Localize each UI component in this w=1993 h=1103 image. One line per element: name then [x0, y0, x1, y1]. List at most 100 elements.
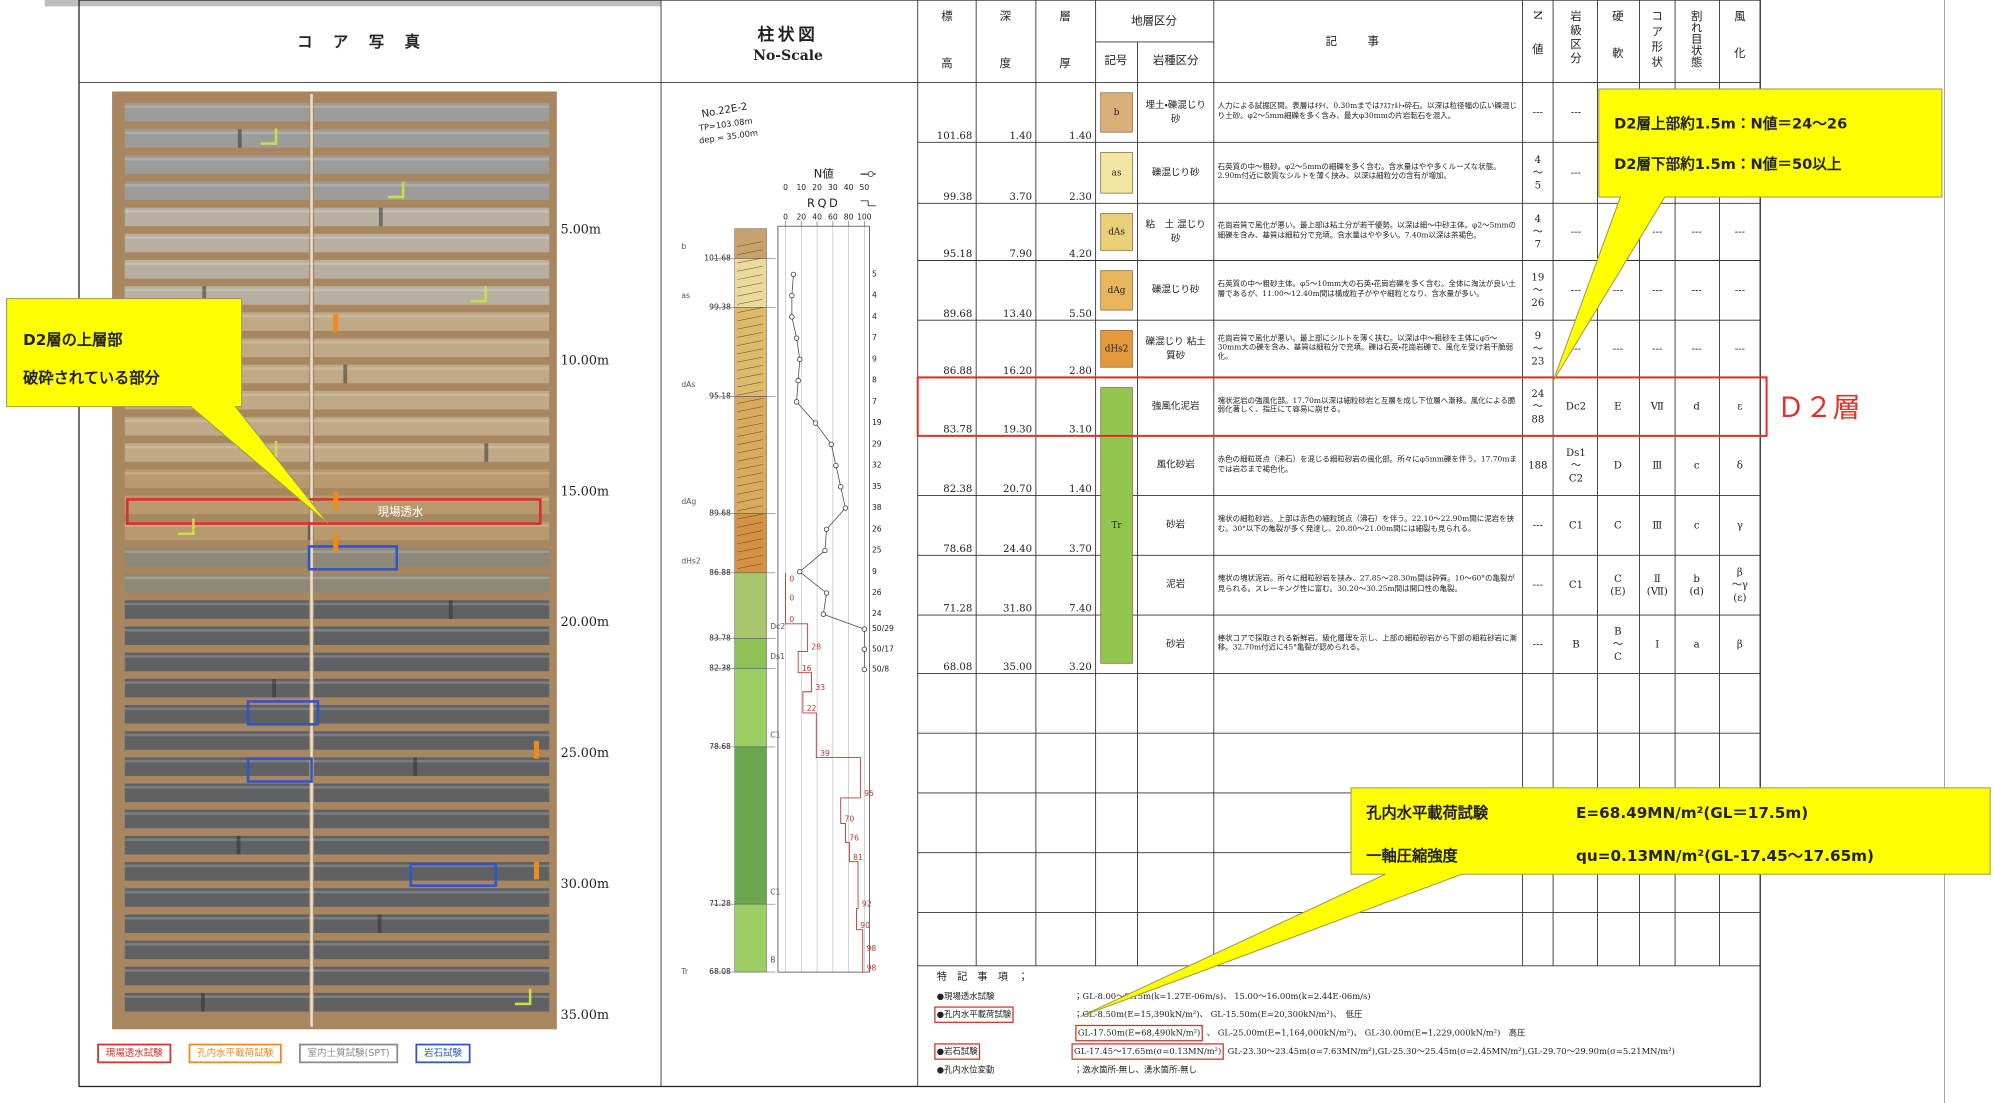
rqd-label: 0	[789, 615, 794, 624]
rqd-tick-label: 20	[796, 212, 806, 221]
n-tick-label: 0	[783, 183, 788, 192]
symbol-label: as	[1112, 168, 1122, 178]
cell-grade: Dc2	[1566, 402, 1586, 413]
n-value-point	[797, 569, 803, 575]
rock-type-box: 礫混じり 粘土質砂	[1145, 335, 1206, 361]
core-strip	[124, 705, 310, 724]
rock-type-box: 礫混じり砂	[1151, 166, 1200, 178]
log-hatch	[737, 563, 763, 569]
rqd-label: 39	[820, 749, 830, 758]
depth: 16.20	[1003, 366, 1032, 377]
core-strip	[314, 626, 550, 646]
thickness: 1.40	[1069, 131, 1092, 142]
n-axis-title: N値	[814, 167, 834, 181]
n-value-label: 25	[872, 546, 882, 555]
cell-shape: Ⅲ	[1652, 520, 1662, 531]
thickness: 5.50	[1069, 309, 1092, 320]
cell-n: ---	[1533, 107, 1543, 118]
column-header: 層厚	[1058, 10, 1072, 104]
core-strip	[314, 731, 550, 750]
test-box-blue	[409, 862, 498, 887]
log-hatch	[737, 340, 763, 346]
symbol-label: dAg	[1108, 286, 1126, 296]
core-strip	[124, 731, 310, 750]
log-code: dAg	[681, 497, 696, 506]
cell-n: 88	[1531, 414, 1544, 425]
log-layer	[734, 668, 767, 748]
n-tick-label: 30	[828, 183, 838, 192]
spt-mark	[260, 128, 278, 145]
column-header: コア形状	[1650, 10, 1664, 71]
rock-type: 礫混じり 粘土質砂	[1145, 335, 1206, 361]
rqd-label: 33	[815, 683, 825, 692]
core-shine	[124, 367, 550, 370]
cell-hardness: D	[1614, 461, 1622, 472]
core-shine	[124, 759, 550, 763]
core-strip	[124, 966, 310, 986]
n-value-label: 24	[872, 609, 882, 618]
log-hatch	[737, 513, 763, 520]
cell-grade: ---	[1571, 285, 1581, 296]
note-text: ；GL-8.50m(E=15,390kN/m²)、 GL-15.50m(E=20…	[1074, 1009, 1362, 1019]
legend-label: 岩石試験	[424, 1047, 463, 1059]
core-strip	[124, 992, 310, 1012]
cell-n: 9	[1535, 331, 1541, 342]
cell-weathering: ～γ	[1732, 580, 1748, 591]
core-strip	[314, 574, 550, 593]
core-shine	[124, 943, 550, 946]
rock-type-box: 強風化泥岩	[1152, 400, 1200, 411]
description-box: 塊状の細粒砂岩。上部は赤色の細粒斑点（沸石）を伴う。22.10～22.90m間に…	[1217, 516, 1515, 534]
rock-type: 礫混じり砂	[1151, 166, 1200, 178]
column-header: N値	[1531, 10, 1545, 77]
log-hatch	[737, 538, 763, 545]
log-hatch	[737, 422, 763, 429]
rock-type: 砂岩	[1166, 637, 1186, 650]
n-value-label: 8	[872, 376, 877, 385]
callout-text: E=68.49MN/m²(GL＝17.5m)	[1576, 804, 1808, 822]
elevation: 101.68	[937, 131, 973, 142]
log-hatch	[737, 439, 763, 446]
core-strip	[124, 207, 310, 227]
rock-type: 風化砂岩	[1156, 459, 1195, 471]
rqd-label: 81	[853, 853, 863, 862]
cell-grade: C2	[1569, 473, 1583, 484]
description: 塊状の細粒砂岩。上部は赤色の細粒斑点（沸石）を伴う。22.10～22.90m間に…	[1217, 516, 1515, 534]
log-code: B	[770, 956, 775, 965]
log-hatch	[737, 546, 763, 553]
core-strip	[124, 783, 310, 803]
column-title: 柱状図	[758, 24, 819, 44]
core-strip	[314, 155, 550, 174]
core-strip	[314, 259, 550, 279]
column-header: 風化	[1733, 10, 1747, 84]
rock-type-box: 泥岩	[1166, 579, 1185, 590]
core-strip	[314, 888, 550, 907]
log-hatch	[737, 290, 763, 297]
note-highlight	[934, 1006, 1014, 1023]
description-box: 花崗岩質で風化が悪い。最上部にシルトを薄く挟む。以深は中～粗砂を主体にφ5～30…	[1218, 335, 1513, 361]
thickness: 4.20	[1069, 249, 1092, 260]
core-strip	[314, 547, 550, 567]
callout-shape	[1080, 787, 1991, 1018]
column-header: 記事	[1326, 34, 1410, 48]
test-mark-orange	[333, 491, 339, 510]
core-strip	[314, 992, 550, 1012]
thickness: 1.40	[1069, 484, 1092, 495]
note-highlight	[934, 1043, 981, 1060]
rqd-label: 28	[811, 643, 821, 652]
symbol-box	[1100, 152, 1133, 194]
core-strip	[124, 469, 310, 488]
core-strip	[124, 757, 310, 776]
cell-weathering: (ε)	[1733, 592, 1746, 604]
core-shine	[124, 105, 550, 109]
column-header: 岩種区分	[1153, 53, 1199, 67]
n-value-label: 19	[872, 418, 882, 427]
cell-n: 7	[1535, 240, 1541, 251]
core-strip	[124, 600, 310, 619]
log-hatch	[737, 505, 763, 512]
cell-n: 4	[1535, 155, 1541, 166]
elevation: 83.78	[943, 425, 972, 436]
cell-weathering: γ	[1737, 520, 1743, 531]
note-text: ；GL-8.00～8.15m(k=1.27E-06m/s)、 15.00～16.…	[1074, 991, 1371, 1001]
description-box: 石英質の中～粗砂。φ2～5mmの細礫を多く含む。含水量はやや多くルーズな状態。2…	[1218, 164, 1501, 181]
